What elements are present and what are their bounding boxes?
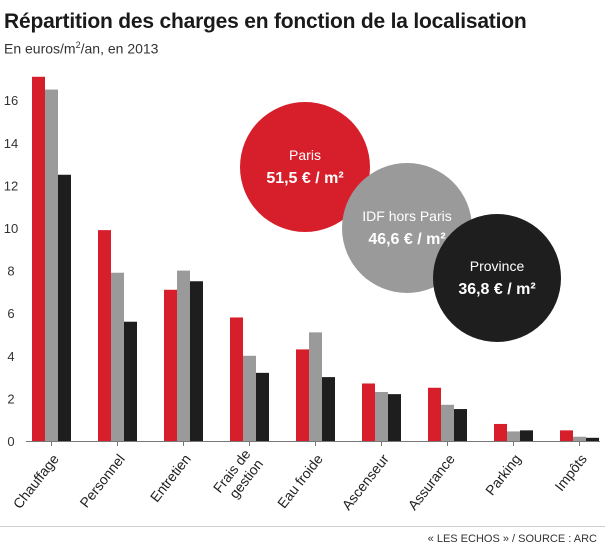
bar-province-9 (586, 437, 599, 441)
bar-province-2 (124, 321, 137, 441)
bar-province-5 (322, 377, 335, 441)
legend-value-province: 36,8 € / m² (458, 281, 535, 298)
bar-paris-1 (32, 76, 45, 442)
bar-idf-hors-paris-7 (441, 404, 454, 441)
x-tick-label: Impôts (551, 451, 589, 494)
x-tick-label: Chauffage (10, 451, 62, 512)
source-credit: « LES ECHOS » / SOURCE : ARC (427, 533, 597, 545)
x-tick-label: Assurance (405, 451, 458, 513)
subtitle-suffix: /an, en 2013 (80, 40, 159, 57)
bar-idf-hors-paris-3 (177, 270, 190, 441)
bar-idf-hors-paris-4 (243, 355, 256, 441)
bar-paris-4 (230, 317, 243, 441)
bar-idf-hors-paris-9 (573, 436, 586, 441)
legend-circle-paris (240, 102, 370, 232)
legend-value-idf-hors-paris: 46,6 € / m² (368, 231, 445, 248)
bar-province-4 (256, 372, 269, 441)
y-tick-label: 16 (4, 93, 18, 108)
legend-label-paris: Paris (289, 147, 321, 163)
bar-paris-7 (428, 387, 441, 441)
legend-circle-province (433, 214, 561, 342)
y-tick-label: 0 (7, 434, 14, 449)
bar-idf-hors-paris-8 (507, 431, 520, 441)
bar-paris-2 (98, 230, 111, 441)
y-tick-label: 4 (7, 349, 14, 364)
bar-province-6 (388, 394, 401, 441)
bar-paris-8 (494, 423, 507, 441)
x-tick-label-line: Assurance (405, 451, 458, 513)
bar-idf-hors-paris-5 (309, 332, 322, 441)
y-tick-label: 14 (4, 136, 18, 151)
legend-value-paris: 51,5 € / m² (266, 170, 343, 187)
bar-province-1 (58, 174, 71, 441)
y-tick-label: 8 (7, 264, 14, 279)
footer-divider (0, 526, 605, 527)
x-tick-label-line: Eau froide (274, 451, 326, 511)
bar-paris-6 (362, 383, 375, 441)
bar-paris-3 (164, 289, 177, 441)
y-tick-label: 6 (7, 306, 14, 321)
x-tick-label: Eau froide (274, 451, 326, 511)
bar-province-7 (454, 409, 467, 441)
bar-paris-5 (296, 349, 309, 441)
chart-title: Répartition des charges en fonction de l… (4, 10, 527, 33)
bar-paris-9 (560, 430, 573, 441)
legend-label-idf-hors-paris: IDF hors Paris (362, 208, 451, 224)
x-tick-label: Ascenseur (339, 451, 393, 513)
y-tick-label: 10 (4, 221, 18, 236)
legend-label-province: Province (470, 258, 525, 274)
x-tick-label: Parking (482, 451, 524, 498)
bar-province-8 (520, 430, 533, 441)
x-tick-label-line: Ascenseur (339, 451, 393, 513)
subtitle-superscript: 2 (75, 40, 81, 50)
y-tick-label: 2 (7, 391, 14, 406)
bar-idf-hors-paris-2 (111, 272, 124, 441)
bar-idf-hors-paris-6 (375, 392, 388, 441)
y-tick-label: 12 (4, 178, 18, 193)
x-tick-label-line: Entretien (147, 451, 194, 505)
bar-province-3 (190, 281, 203, 441)
bar-idf-hors-paris-1 (45, 89, 58, 442)
subtitle-prefix: En euros/m (4, 40, 76, 57)
x-tick-label-line: Personnel (76, 451, 127, 511)
x-tick-label-line: Parking (482, 451, 524, 498)
x-tick-label: Personnel (76, 451, 127, 511)
x-tick-label-line: Impôts (551, 451, 589, 494)
x-tick-label-line: Chauffage (10, 451, 62, 512)
chart-subtitle: En euros/m2/an, en 2013 (4, 40, 158, 57)
x-tick-label: Entretien (147, 451, 194, 505)
